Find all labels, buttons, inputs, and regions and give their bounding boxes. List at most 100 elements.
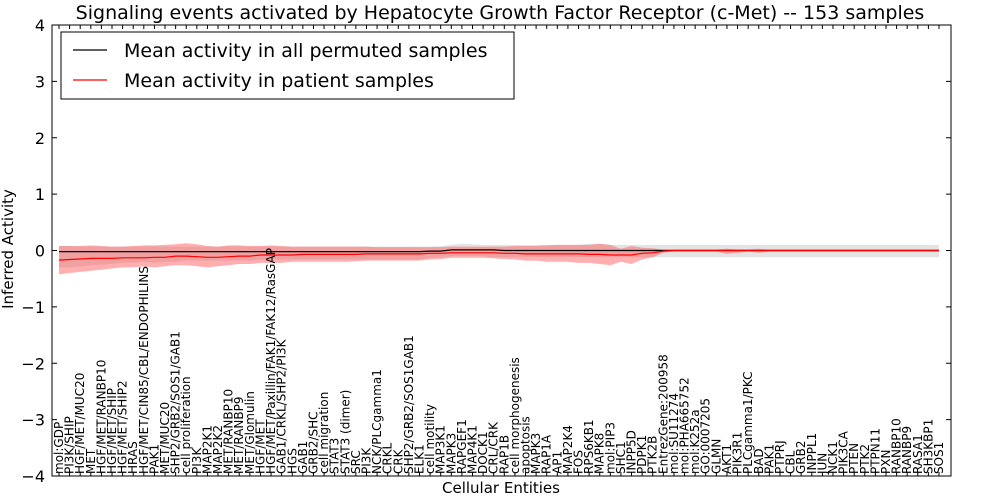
x-tick-label: cell morphogenesis bbox=[508, 357, 522, 474]
x-tick-label: MAP4K1 bbox=[466, 425, 480, 474]
x-tick-label: RANBP9 bbox=[900, 426, 914, 474]
x-tick-label: RAPGEF1 bbox=[455, 419, 469, 474]
x-tick-label: DOCK1 bbox=[476, 431, 490, 474]
x-tick-label: MAPK3 bbox=[529, 433, 543, 474]
y-tick-label: −2 bbox=[21, 354, 45, 373]
x-tick-label: mol:K252a bbox=[688, 409, 702, 474]
x-tick-label: GO:0007205 bbox=[699, 398, 713, 474]
x-tick-label: STAT3 (dimer) bbox=[338, 390, 352, 474]
x-tick-label: MET/Glomulin bbox=[243, 391, 257, 474]
x-tick-label: RPS6KB1 bbox=[582, 419, 596, 474]
y-tick-label: −1 bbox=[21, 298, 45, 317]
x-tick-label: HGS bbox=[285, 448, 299, 474]
x-tick-label: CRKL bbox=[381, 442, 395, 474]
x-tick-label: BAD bbox=[752, 448, 766, 474]
x-tick-label: RANBP10 bbox=[890, 418, 904, 474]
x-tick-label: PI3K/SHIP bbox=[63, 416, 77, 474]
x-axis-ticks bbox=[58, 25, 940, 476]
x-tick-label: NCK/PLCgamma1 bbox=[370, 369, 384, 474]
legend-label-patient: Mean activity in patient samples bbox=[124, 70, 434, 92]
x-tick-label: CBL bbox=[784, 450, 798, 474]
y-tick-label: −4 bbox=[21, 467, 45, 486]
x-tick-label: INPPL1 bbox=[805, 433, 819, 474]
x-tick-label: INPP5D bbox=[625, 430, 639, 474]
band-series-0 bbox=[59, 243, 939, 268]
x-tick-label: PI3K bbox=[190, 447, 204, 474]
y-tick-label: 3 bbox=[35, 72, 45, 91]
x-tick-label: MAP3K1 bbox=[434, 425, 448, 474]
series-lines bbox=[58, 249, 939, 261]
x-tick-label: MET/MUC20 bbox=[158, 402, 172, 474]
y-tick-label: 4 bbox=[35, 16, 45, 35]
x-tick-label: GRB2 bbox=[794, 441, 808, 475]
x-tick-label: MAP2K1 bbox=[200, 425, 214, 474]
x-tick-label: cell motility bbox=[423, 404, 437, 474]
x-tick-label: HGF/MET/RANBP10 bbox=[94, 360, 108, 474]
x-tick-label: FOS bbox=[572, 450, 586, 474]
x-tick-label: PAK1 bbox=[147, 444, 161, 474]
x-tick-label: MET bbox=[84, 448, 98, 474]
x-tick-labels: mol:GDPPI3K/SHIPHGF/MET/MUC20METHGF/MET/… bbox=[52, 248, 946, 475]
x-tick-label: CRK bbox=[391, 448, 405, 474]
x-tick-label: PTPN11 bbox=[868, 428, 882, 474]
x-tick-label: RAP1A bbox=[540, 434, 554, 474]
y-tick-label: 2 bbox=[35, 129, 45, 148]
x-tick-label: PDPK1 bbox=[635, 435, 649, 474]
y-tick-label: 1 bbox=[35, 185, 45, 204]
x-tick-label: EntrezGene:200958 bbox=[656, 354, 670, 474]
legend: Mean activity in all permuted samples Me… bbox=[60, 31, 515, 100]
x-tick-label: mol:PHA665752 bbox=[678, 377, 692, 474]
x-tick-label: HRAS bbox=[126, 441, 140, 474]
x-tick-label: PTEN bbox=[847, 443, 861, 474]
x-tick-label: MAP2K2 bbox=[211, 425, 225, 474]
x-tick-label: SRC bbox=[349, 450, 363, 474]
x-tick-label: GRB2/SHC bbox=[307, 411, 321, 474]
x-tick-label: NCK1 bbox=[826, 441, 840, 474]
x-tick-label: HGF/MET/CIN85/CBL/ENDOPHILINS bbox=[137, 266, 151, 474]
x-tick-label: RASA1 bbox=[911, 434, 925, 474]
plot-frame bbox=[51, 24, 952, 477]
x-axis-label: Cellular Entities bbox=[442, 479, 560, 497]
x-tick-label: SHP2/GRB2/SOS1GAB1 bbox=[402, 335, 416, 474]
legend-box bbox=[60, 31, 515, 100]
legend-label-permuted: Mean activity in all permuted samples bbox=[124, 40, 487, 62]
line-series-1 bbox=[58, 249, 939, 261]
x-tick-label: PTK2 bbox=[858, 444, 872, 474]
x-tick-label: HGF/MET/MUC20 bbox=[73, 373, 87, 474]
x-tick-label: STAT3 bbox=[328, 438, 342, 474]
x-tick-label: mol:PIP3 bbox=[603, 422, 617, 474]
x-tick-label: MAP2K4 bbox=[561, 425, 575, 474]
x-tick-label: PTK2B bbox=[646, 436, 660, 474]
x-tick-label: PI3K bbox=[360, 447, 374, 474]
x-tick-label: HGF/MET/Paxillin/FAK1/FAK12/RasGAP bbox=[264, 248, 278, 474]
x-tick-label: PLCgamma1/PKC bbox=[741, 372, 755, 475]
x-tick-label: HGF/MET bbox=[253, 419, 267, 474]
x-tick-label: AP1 bbox=[550, 451, 564, 474]
x-tick-label: SH3KBP1 bbox=[921, 419, 935, 474]
x-tick-label: JUN bbox=[815, 453, 829, 475]
x-tick-label: PIK3R1 bbox=[731, 432, 745, 474]
x-tick-label: CRL/CRK bbox=[487, 421, 501, 474]
x-tick-label: PXN bbox=[879, 450, 893, 474]
y-axis-ticks: −4 −3 −2 −1 0 1 2 3 4 bbox=[21, 16, 951, 486]
x-tick-label: PIK3CA bbox=[837, 430, 851, 474]
y-axis-label: Inferred Activity bbox=[0, 189, 17, 309]
x-tick-label: SHC1 bbox=[614, 441, 628, 474]
x-tick-label: SOS1 bbox=[932, 442, 946, 474]
x-tick-label: MET/RANBP10 bbox=[222, 389, 236, 474]
x-tick-label: cell migration bbox=[317, 392, 331, 474]
x-tick-label: AKT1 bbox=[720, 444, 734, 474]
x-tick-label: HGF/MET/SHIP2 bbox=[116, 380, 130, 474]
x-tick-label: MET/RANBP9 bbox=[232, 397, 246, 474]
x-tick-label: MAPK3 bbox=[444, 433, 458, 474]
x-tick-label: HGF/MET/SHIP bbox=[105, 388, 119, 474]
x-tick-label: MAPK8 bbox=[593, 433, 607, 474]
x-tick-label: mol:SU11274 bbox=[667, 393, 681, 474]
chart-title: Signaling events activated by Hepatocyte… bbox=[76, 2, 925, 24]
y-tick-label: −3 bbox=[21, 411, 45, 430]
x-tick-label: cell proliferation bbox=[179, 376, 193, 474]
x-tick-label: ELK1 bbox=[413, 444, 427, 474]
x-tick-label: RAP1B bbox=[497, 435, 511, 474]
x-tick-label: apoptosis bbox=[519, 416, 533, 474]
